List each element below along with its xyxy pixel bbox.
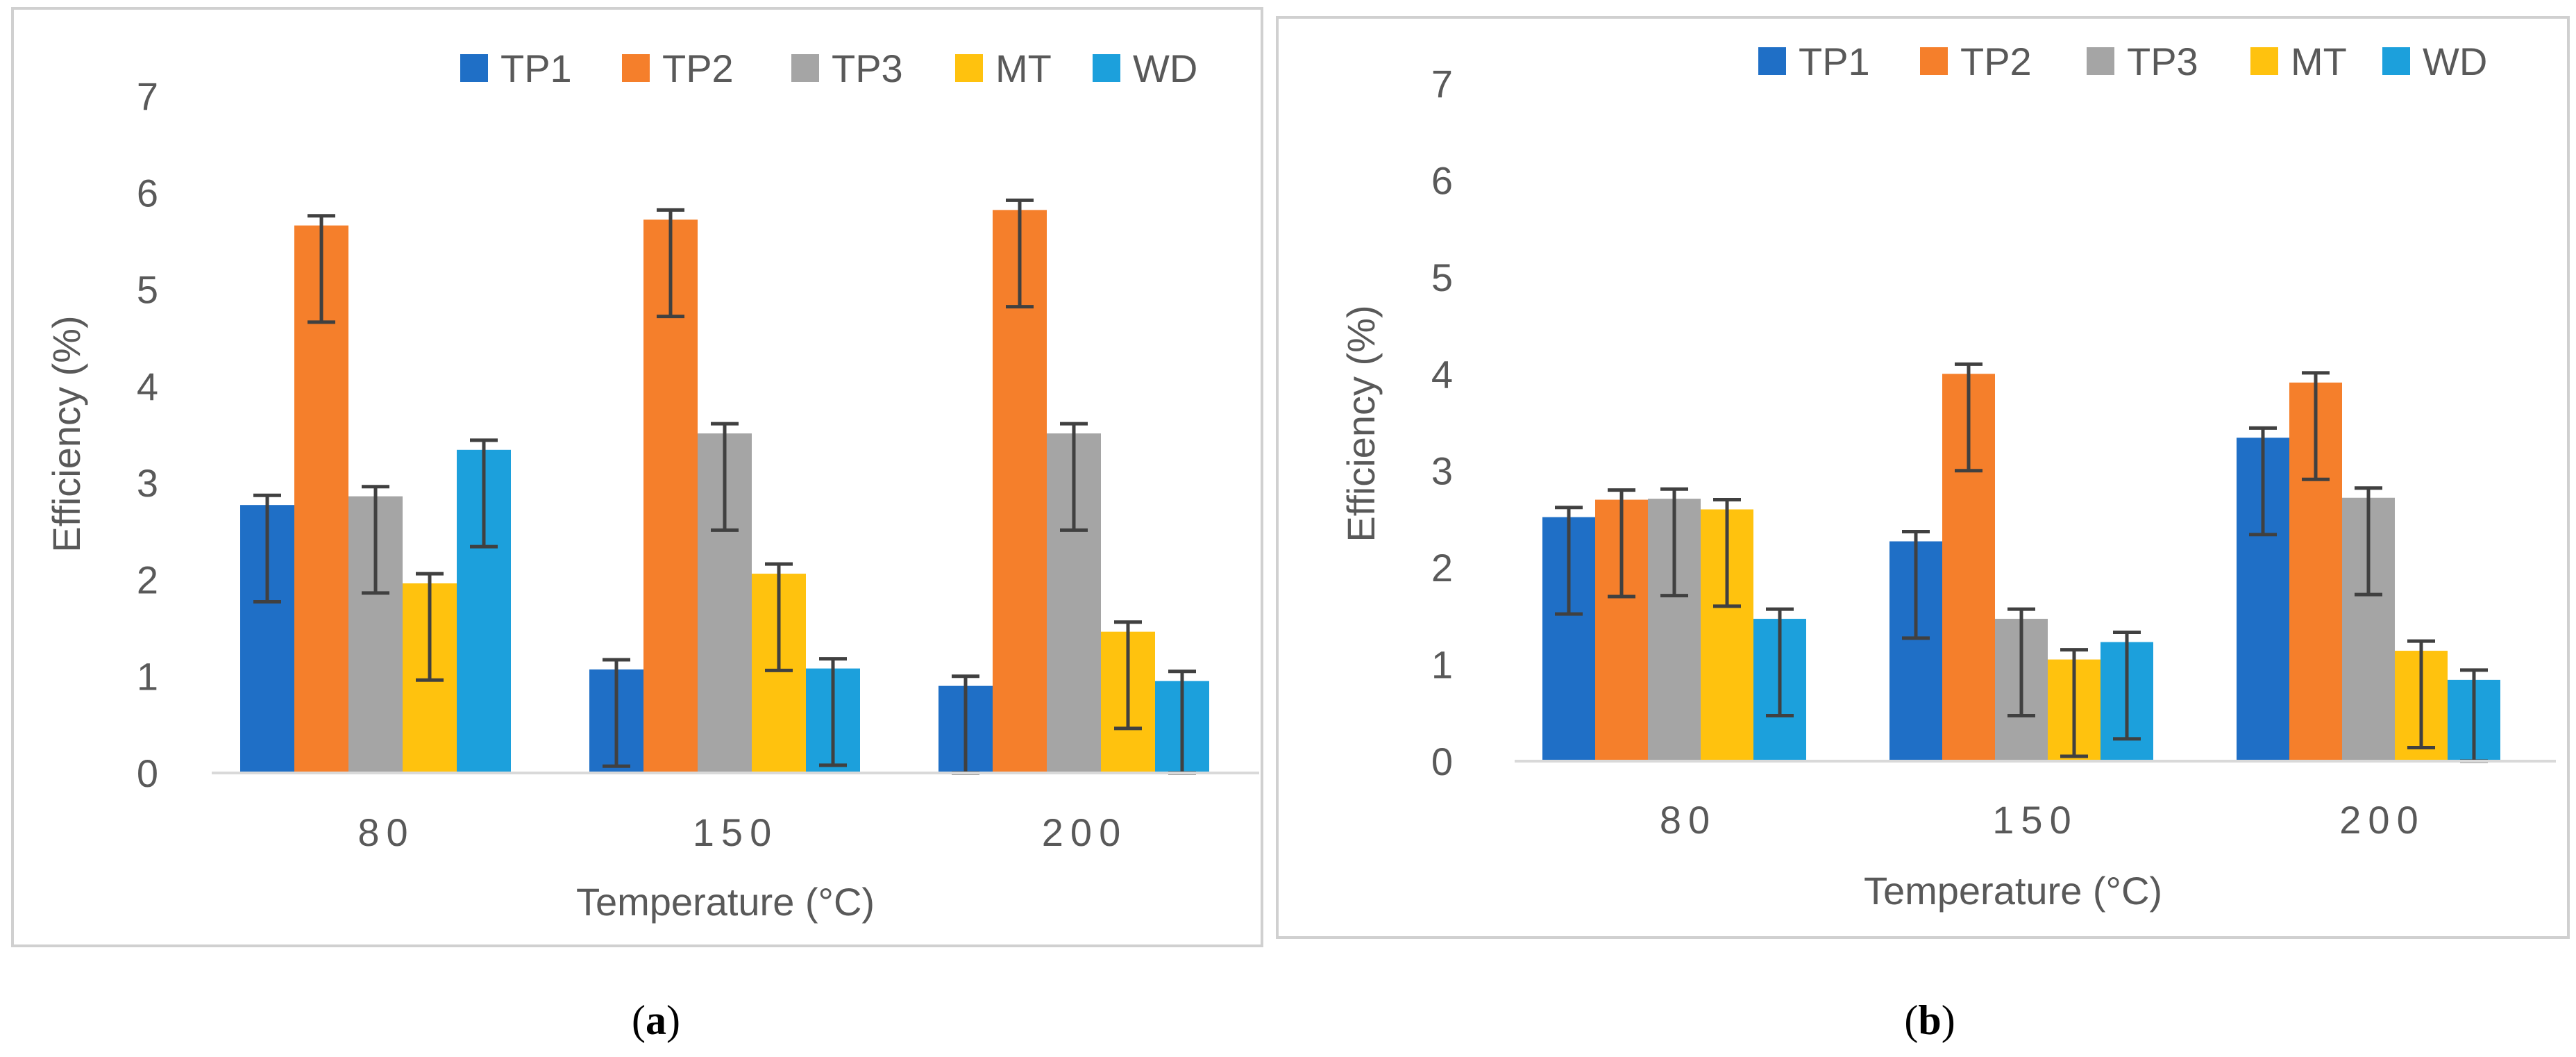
legend-label-tp3: TP3	[832, 47, 903, 90]
y-axis-label: Efficiency (%)	[44, 315, 88, 552]
y-tick-label: 3	[1431, 449, 1453, 493]
chart-panel-b: 0 1 2 3 4 5 6 7 Efficiency (%) 80 150 200 Temperatur…	[1276, 16, 2570, 939]
y-axis-label: Efficiency (%)	[1339, 305, 1383, 542]
x-axis-label: Temperature (°C)	[576, 880, 875, 924]
y-tick-label: 3	[137, 461, 158, 505]
legend-label-tp1: TP1	[1799, 40, 1870, 83]
x-tick-label: 80	[357, 810, 414, 854]
legend-swatch-tp3	[791, 54, 819, 82]
legend-label-tp1: TP1	[500, 47, 572, 90]
y-tick-label: 4	[1431, 352, 1453, 396]
y-tick-label: 6	[137, 171, 158, 215]
legend-swatch-tp1	[1758, 47, 1786, 75]
y-tick-label: 2	[137, 558, 158, 601]
legend-swatch-mt	[955, 54, 983, 82]
legend-label-mt: MT	[995, 47, 1052, 90]
legend-label-tp2: TP2	[662, 47, 734, 90]
y-tick-label: 5	[137, 268, 158, 312]
legend-label-tp3: TP3	[2127, 40, 2198, 83]
legend-swatch-tp1	[460, 54, 488, 82]
panel-caption-b: (b)	[1904, 997, 1955, 1043]
legend-label-tp2: TP2	[1960, 40, 2032, 83]
legend-swatch-tp2	[622, 54, 650, 82]
y-tick-label: 0	[137, 751, 158, 795]
legend-swatch-wd	[1093, 54, 1120, 82]
y-tick-label: 4	[137, 365, 158, 408]
y-tick-label: 7	[137, 74, 158, 118]
y-tick-label: 0	[1431, 740, 1453, 783]
x-tick-label: 200	[2339, 798, 2425, 842]
y-tick-label: 2	[1431, 546, 1453, 590]
x-tick-label: 200	[1042, 810, 1127, 854]
legend-swatch-tp3	[2087, 47, 2114, 75]
y-tick-label: 1	[1431, 643, 1453, 687]
x-tick-label: 150	[1992, 798, 2078, 842]
chart-panel-a: 0 1 2 3 4 5 6 7 Efficiency (%) 80 150 200 Temperatur…	[11, 7, 1263, 947]
legend-swatch-mt	[2250, 47, 2278, 75]
y-tick-label: 7	[1431, 62, 1453, 106]
y-tick-label: 6	[1431, 158, 1453, 202]
legend-swatch-wd	[2382, 47, 2410, 75]
legend-label-mt: MT	[2291, 40, 2347, 83]
legend-label-wd: WD	[2423, 40, 2487, 83]
legend-label-wd: WD	[1133, 47, 1197, 90]
x-tick-label: 150	[693, 810, 778, 854]
panel-caption-a: (a)	[632, 997, 680, 1043]
y-tick-label: 1	[137, 655, 158, 699]
chart-frame	[1276, 16, 2570, 939]
legend-swatch-tp2	[1920, 47, 1948, 75]
y-tick-label: 5	[1431, 256, 1453, 299]
x-tick-label: 80	[1660, 798, 1717, 842]
x-axis-label: Temperature (°C)	[1864, 869, 2162, 913]
